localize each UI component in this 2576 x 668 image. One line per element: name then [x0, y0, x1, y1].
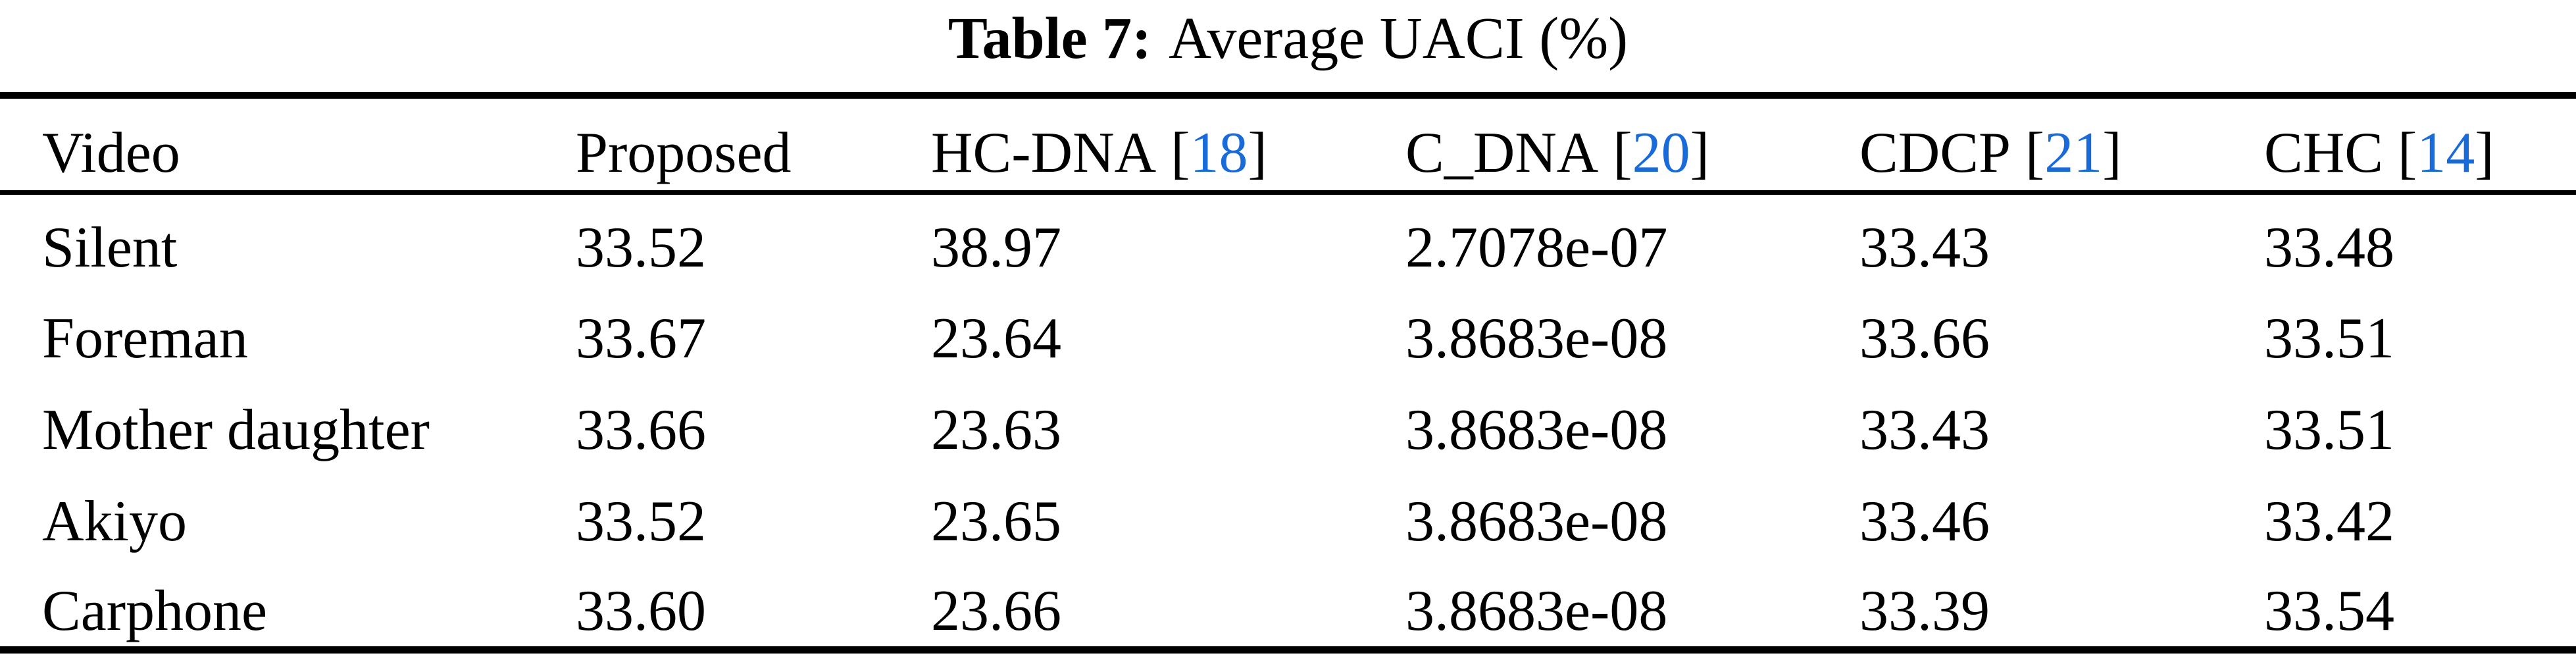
- table-cell: 33.66: [576, 398, 706, 462]
- table-row: Mother daughter 33.66 23.63 3.8683e-08 3…: [0, 375, 2576, 467]
- row-label: Carphone: [42, 578, 268, 643]
- citation-bracket-close: ]: [2475, 121, 2494, 186]
- table-cell: 2.7078e-07: [1405, 216, 1668, 280]
- column-header-label: CHC: [2264, 121, 2383, 186]
- table-cell: 33.51: [2264, 306, 2394, 371]
- table-cell: 33.60: [576, 578, 706, 643]
- table-cell: 33.43: [1859, 398, 1990, 462]
- column-header-label: Proposed: [576, 121, 792, 186]
- citation-link-14[interactable]: [14]: [2398, 121, 2494, 185]
- table-cell: 33.39: [1859, 578, 1990, 643]
- column-header-label: HC-DNA: [931, 121, 1157, 186]
- table-cell: 33.52: [576, 489, 706, 553]
- table-cell: 33.46: [1859, 489, 1990, 553]
- table-cell: 3.8683e-08: [1405, 306, 1668, 371]
- column-header-label: CDCP: [1859, 121, 2011, 186]
- citation-bracket-open: [: [1613, 121, 1632, 186]
- column-header-proposed: Proposed: [576, 95, 931, 195]
- table-caption: Table 7: Average UACI (%): [0, 0, 2576, 78]
- citation-number: 21: [2044, 121, 2103, 186]
- table-caption-text: Average UACI (%): [1169, 6, 1629, 71]
- table-cell: 23.66: [931, 578, 1061, 643]
- table-cell: 33.67: [576, 306, 706, 371]
- row-label: Foreman: [42, 306, 248, 371]
- header-row: Video Proposed HC-DNA [18] C_DNA [20] CDCP…: [0, 95, 2576, 195]
- column-header-chc: CHC [14]: [2264, 95, 2576, 195]
- row-label: Akiyo: [42, 489, 187, 553]
- table-cell: 3.8683e-08: [1405, 398, 1668, 462]
- table-row: Carphone 33.60 23.66 3.8683e-08 33.39 33…: [0, 558, 2576, 650]
- table-cell: 38.97: [931, 216, 1061, 280]
- citation-number: 18: [1190, 121, 1248, 186]
- citation-link-18[interactable]: [18]: [1171, 121, 1267, 185]
- citation-link-20[interactable]: [20]: [1613, 121, 1709, 185]
- column-header-video: Video: [0, 95, 576, 195]
- column-header-label: Video: [42, 121, 180, 186]
- column-header-hc-dna: HC-DNA [18]: [931, 95, 1405, 195]
- table-cell: 33.52: [576, 216, 706, 280]
- citation-bracket-close: ]: [1690, 121, 1709, 186]
- table-cell: 33.42: [2264, 489, 2394, 553]
- table-cell: 33.48: [2264, 216, 2394, 280]
- table-cell: 3.8683e-08: [1405, 578, 1668, 643]
- table-caption-label: Table 7:: [947, 6, 1152, 71]
- table-row: Foreman 33.67 23.64 3.8683e-08 33.66 33.…: [0, 284, 2576, 375]
- column-header-cdcp: CDCP [21]: [1859, 95, 2264, 195]
- table-cell: 3.8683e-08: [1405, 489, 1668, 553]
- column-header-c-dna: C_DNA [20]: [1405, 95, 1859, 195]
- citation-bracket-open: [: [2397, 121, 2417, 186]
- table-row: Akiyo 33.52 23.65 3.8683e-08 33.46 33.42: [0, 467, 2576, 558]
- table-cell: 23.63: [931, 398, 1061, 462]
- table-row: Silent 33.52 38.97 2.7078e-07 33.43 33.4…: [0, 192, 2576, 284]
- table-cell: 23.64: [931, 306, 1061, 371]
- table-cell: 33.43: [1859, 216, 1990, 280]
- row-label: Mother daughter: [42, 398, 430, 462]
- citation-bracket-open: [: [1171, 121, 1190, 186]
- citation-bracket-open: [: [2025, 121, 2045, 186]
- citation-number: 14: [2417, 121, 2475, 186]
- citation-link-21[interactable]: [21]: [2025, 121, 2122, 185]
- citation-number: 20: [1632, 121, 1690, 186]
- citation-bracket-close: ]: [2102, 121, 2122, 186]
- column-header-label: C_DNA: [1405, 121, 1599, 186]
- uaci-table: Video Proposed HC-DNA [18] C_DNA [20] CDCP…: [0, 92, 2576, 654]
- citation-bracket-close: ]: [1248, 121, 1267, 186]
- table-cell: 33.66: [1859, 306, 1990, 371]
- row-label: Silent: [42, 216, 178, 280]
- table-cell: 33.54: [2264, 578, 2394, 643]
- table-cell: 33.51: [2264, 398, 2394, 462]
- table-cell: 23.65: [931, 489, 1061, 553]
